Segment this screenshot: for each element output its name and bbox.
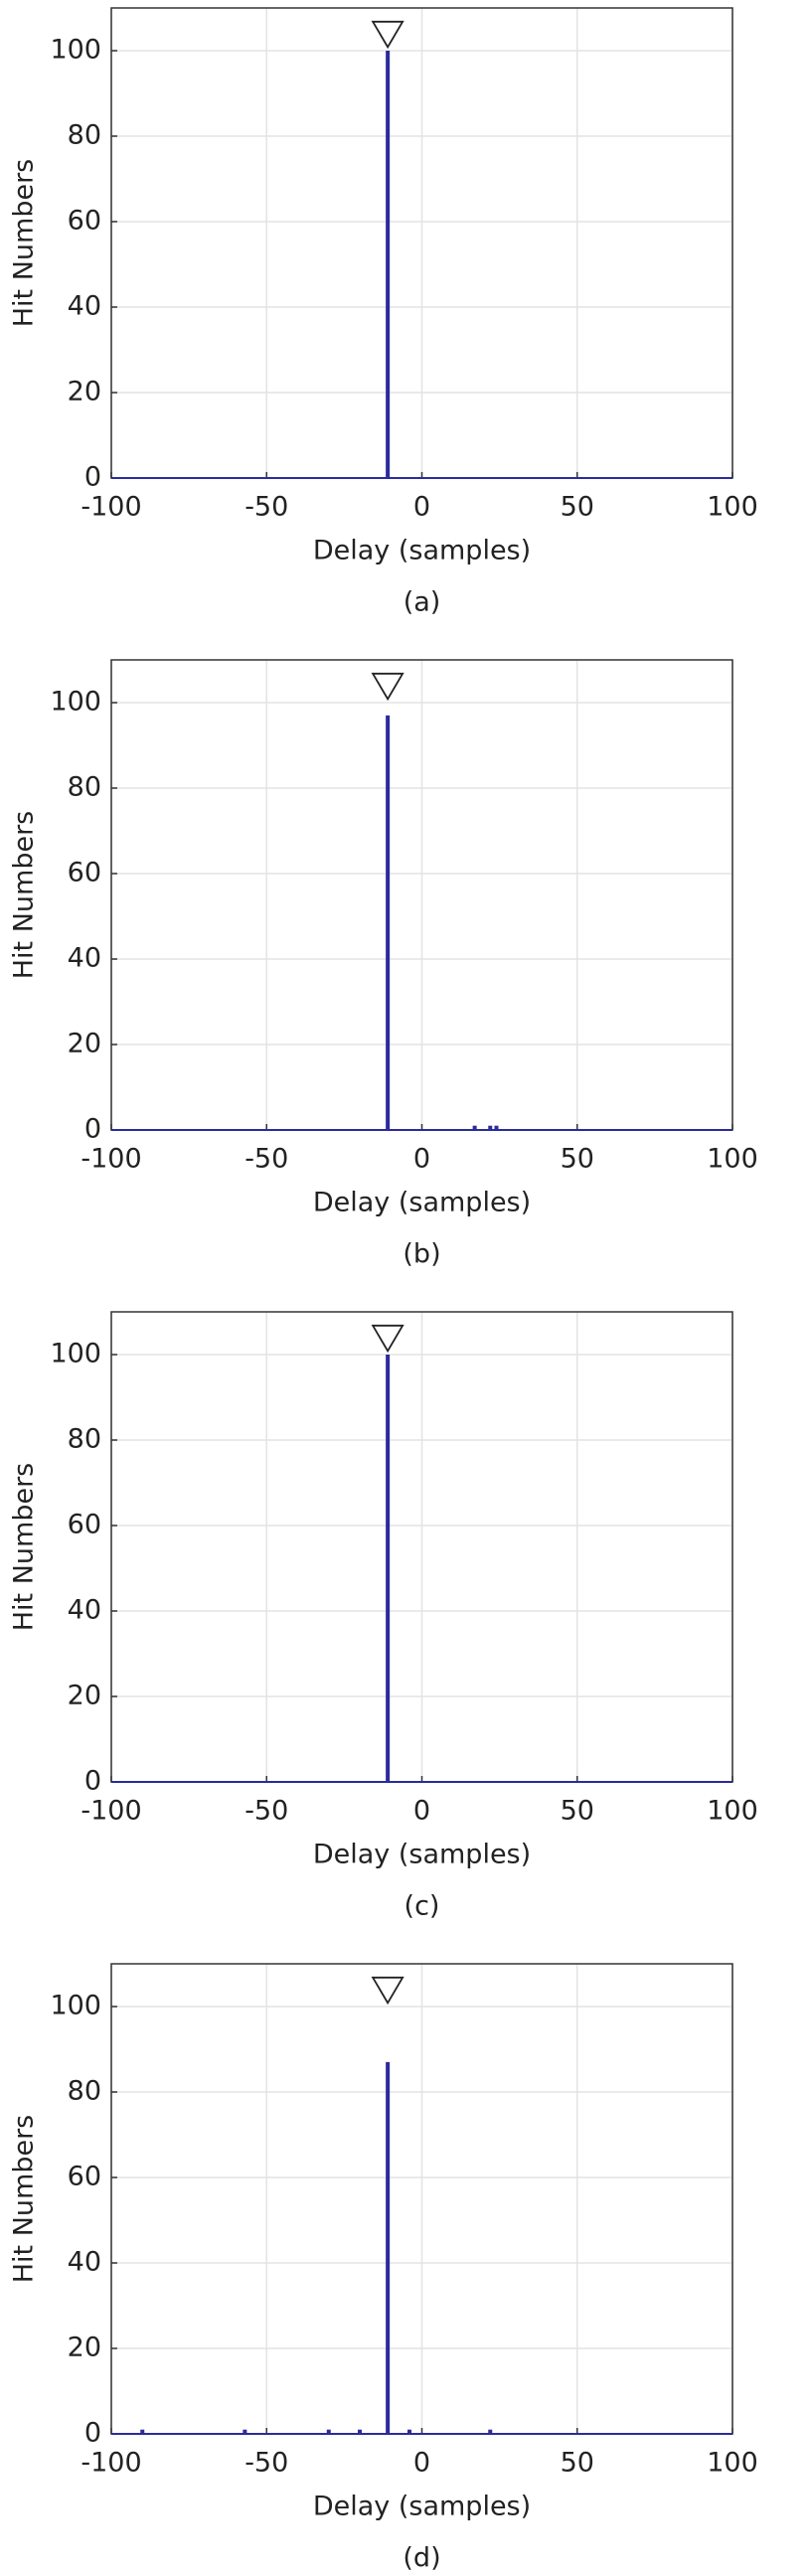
true-delay-marker xyxy=(371,1976,405,2006)
x-tick-label: 50 xyxy=(561,2448,594,2479)
x-tick-label: 0 xyxy=(413,492,430,523)
caption: (a) xyxy=(404,587,441,618)
y-tick-label: 0 xyxy=(84,1766,101,1797)
y-tick-label: 60 xyxy=(68,206,101,237)
true-delay-marker xyxy=(371,20,405,50)
x-tick-label: 50 xyxy=(561,1144,594,1175)
y-tick-label: 40 xyxy=(68,1595,101,1626)
y-tick-label: 0 xyxy=(84,462,101,493)
x-tick-label: 100 xyxy=(707,492,758,523)
y-tick-label: 40 xyxy=(68,2247,101,2278)
y-axis-label: Hit Numbers xyxy=(9,159,40,328)
x-tick-label: 100 xyxy=(707,1144,758,1175)
x-axis-label: Delay (samples) xyxy=(313,1840,531,1870)
x-tick-label: 50 xyxy=(561,492,594,523)
y-tick-label: 0 xyxy=(84,2418,101,2449)
y-tick-label: 20 xyxy=(68,1681,101,1711)
y-tick-label: 40 xyxy=(68,291,101,322)
y-tick-label: 20 xyxy=(68,2333,101,2363)
y-tick-label: 20 xyxy=(68,377,101,407)
y-tick-label: 60 xyxy=(68,1510,101,1540)
x-axis-label: Delay (samples) xyxy=(313,1188,531,1218)
y-axis-label: Hit Numbers xyxy=(9,2115,40,2284)
caption: (c) xyxy=(405,1891,440,1922)
y-tick-label: 60 xyxy=(68,858,101,888)
x-tick-label: -50 xyxy=(244,1144,288,1175)
y-tick-label: 80 xyxy=(68,120,101,151)
x-tick-label: 0 xyxy=(413,2448,430,2479)
x-axis-label: Delay (samples) xyxy=(313,2492,531,2522)
y-tick-label: 40 xyxy=(68,943,101,974)
true-delay-marker xyxy=(371,672,405,702)
y-tick-label: 100 xyxy=(50,1991,101,2021)
x-tick-label: -50 xyxy=(244,2448,288,2479)
y-tick-label: 80 xyxy=(68,1424,101,1455)
x-tick-label: -100 xyxy=(81,492,141,523)
y-tick-label: 20 xyxy=(68,1029,101,1059)
true-delay-marker xyxy=(371,1324,405,1354)
y-tick-label: 60 xyxy=(68,2162,101,2192)
x-tick-label: 0 xyxy=(413,1796,430,1827)
x-tick-label: -50 xyxy=(244,1796,288,1827)
y-axis-label: Hit Numbers xyxy=(9,811,40,980)
y-tick-label: 80 xyxy=(68,2076,101,2107)
x-tick-label: -100 xyxy=(81,1796,141,1827)
y-tick-label: 100 xyxy=(50,1339,101,1369)
x-tick-label: -100 xyxy=(81,1144,141,1175)
x-tick-label: 50 xyxy=(561,1796,594,1827)
caption: (b) xyxy=(403,1239,440,1270)
y-tick-label: 100 xyxy=(50,687,101,718)
y-tick-label: 80 xyxy=(68,772,101,803)
caption: (d) xyxy=(403,2543,440,2574)
x-tick-label: -100 xyxy=(81,2448,141,2479)
x-tick-label: 100 xyxy=(707,2448,758,2479)
x-tick-label: 100 xyxy=(707,1796,758,1827)
y-tick-label: 100 xyxy=(50,35,101,66)
x-axis-label: Delay (samples) xyxy=(313,536,531,566)
y-axis-label: Hit Numbers xyxy=(9,1463,40,1632)
y-tick-label: 0 xyxy=(84,1114,101,1145)
x-tick-label: -50 xyxy=(244,492,288,523)
x-tick-label: 0 xyxy=(413,1144,430,1175)
